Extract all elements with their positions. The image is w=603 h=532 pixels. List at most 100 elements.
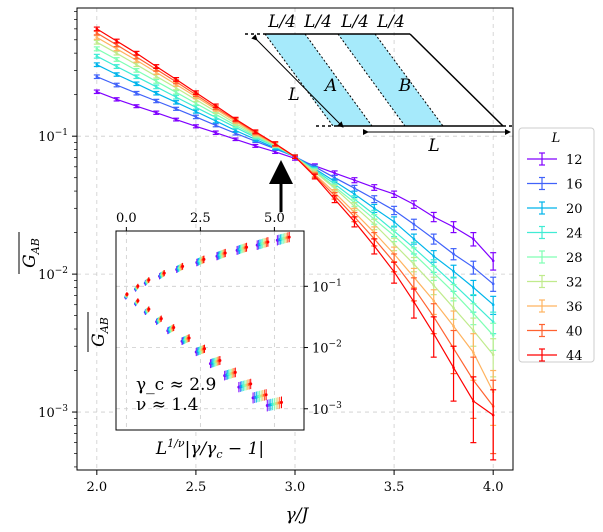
data-point xyxy=(353,205,356,208)
data-point xyxy=(154,85,158,89)
data-point xyxy=(392,192,396,196)
schematic-top-label-2: L/4 xyxy=(303,12,332,32)
data-point xyxy=(154,91,158,95)
data-point xyxy=(214,123,218,127)
region-a-label: A xyxy=(323,76,337,96)
legend-item-L44: 44 xyxy=(527,348,583,364)
data-point xyxy=(472,286,475,289)
data-point xyxy=(154,111,158,115)
data-point xyxy=(135,51,138,55)
main-y-tick-label: 10−2 xyxy=(38,266,68,283)
data-point xyxy=(135,69,138,72)
series-L44 xyxy=(93,26,497,461)
data-point xyxy=(392,242,396,246)
data-point xyxy=(95,75,99,78)
data-point xyxy=(372,186,376,189)
data-point xyxy=(472,351,475,354)
inset-point xyxy=(264,393,268,397)
data-point xyxy=(154,99,158,103)
data-point xyxy=(472,399,475,403)
legend-item-L20: 20 xyxy=(527,201,583,217)
data-point xyxy=(154,65,158,68)
inset-y-tick-label: 10−1 xyxy=(312,278,342,295)
data-point xyxy=(491,413,495,417)
inset-frame xyxy=(115,230,305,431)
legend-label: 40 xyxy=(566,325,583,340)
main-x-tick-label: 2.0 xyxy=(86,480,107,495)
inset-x-ticks: 0.0 2.5 5.0 xyxy=(116,211,285,231)
data-point xyxy=(135,82,138,86)
inset-plot: 0.0 2.5 5.0 10−3 10−2 10−1 γ_c ≈ 2.9 ν ≈ 1.4… xyxy=(87,211,342,461)
data-point xyxy=(491,303,495,307)
data-point xyxy=(95,47,99,51)
data-point xyxy=(353,192,356,196)
data-point xyxy=(214,116,218,119)
legend-label: 20 xyxy=(566,202,583,217)
gamma-c-annotation: γ_c ≈ 2.9 xyxy=(136,375,216,395)
data-point xyxy=(273,142,277,146)
data-point xyxy=(194,105,198,109)
data-point xyxy=(214,131,218,135)
data-point xyxy=(472,329,475,332)
main-y-ticks: 10−3 10−2 10−1 xyxy=(38,11,77,468)
main-y-tick-label: 10−1 xyxy=(38,128,68,145)
data-point xyxy=(452,324,455,328)
inset-point xyxy=(147,278,151,282)
inset-point xyxy=(172,326,176,330)
data-point xyxy=(154,80,158,83)
data-point xyxy=(491,282,495,286)
data-point xyxy=(432,215,436,219)
schematic-top-label-3: L/4 xyxy=(340,12,369,32)
data-point xyxy=(115,98,118,101)
data-point xyxy=(472,266,475,269)
inset-point xyxy=(249,382,253,386)
main-x-tick-label: 3.0 xyxy=(285,480,306,495)
data-point xyxy=(452,252,455,256)
inset-point xyxy=(223,251,227,255)
legend-frame xyxy=(518,127,595,363)
data-point xyxy=(472,311,475,315)
data-point xyxy=(412,237,416,241)
data-point xyxy=(115,43,118,47)
data-point xyxy=(115,73,118,76)
inset-point xyxy=(159,317,163,321)
legend-label: 24 xyxy=(566,227,583,242)
data-point xyxy=(412,252,416,256)
inset-x-axis-title: L1/ν|γ/γc − 1| xyxy=(155,437,264,461)
region-b-label: B xyxy=(398,76,412,96)
data-point xyxy=(313,175,317,178)
inset-points xyxy=(124,231,291,412)
data-point xyxy=(95,63,99,66)
legend-item-L28: 28 xyxy=(527,250,583,266)
inset-y-axis-title: GAB xyxy=(87,312,111,352)
data-point xyxy=(194,110,198,113)
legend-items: 12 16 20 24 28 32 36 40 44 xyxy=(527,152,583,364)
data-point xyxy=(392,209,396,212)
data-point xyxy=(372,222,376,226)
data-point xyxy=(174,118,178,121)
data-point xyxy=(174,86,178,90)
schematic-top-label-1: L/4 xyxy=(267,12,296,32)
data-point xyxy=(174,107,178,111)
data-point xyxy=(392,220,396,223)
data-point xyxy=(115,58,118,61)
data-point xyxy=(174,101,178,104)
data-point xyxy=(412,300,416,304)
data-point xyxy=(115,65,118,68)
inset-point xyxy=(136,284,140,288)
data-point xyxy=(174,91,178,94)
main-x-tick-label: 2.5 xyxy=(186,480,207,495)
data-point xyxy=(135,59,138,62)
inset-point xyxy=(279,400,283,404)
inset-x-tick-label: 2.5 xyxy=(190,211,211,226)
data-point xyxy=(174,95,178,99)
data-point xyxy=(432,283,436,287)
data-point xyxy=(194,115,198,119)
data-point xyxy=(452,269,455,273)
data-point xyxy=(95,31,99,35)
main-series xyxy=(93,26,497,461)
data-point xyxy=(452,306,455,310)
data-point xyxy=(135,104,138,108)
data-point xyxy=(194,91,198,94)
data-point xyxy=(452,366,455,369)
